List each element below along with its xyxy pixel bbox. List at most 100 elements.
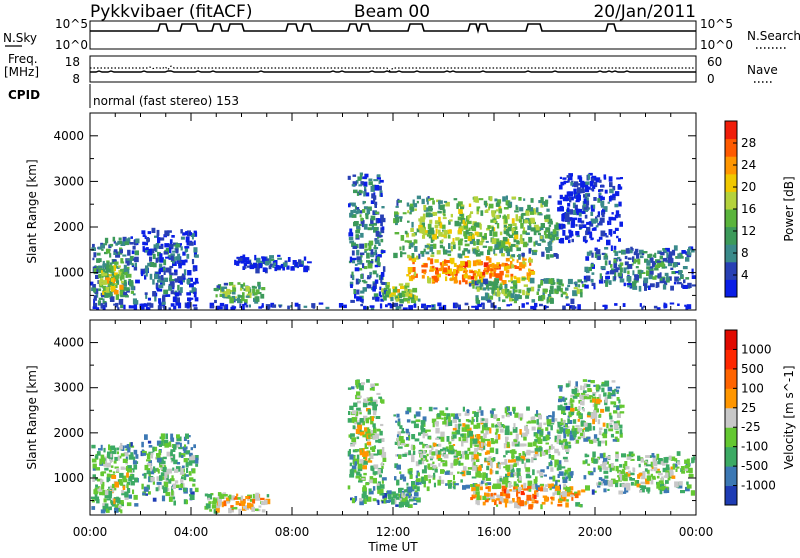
velocity-cell [518, 413, 524, 420]
power-cell [471, 305, 476, 308]
power-cell [194, 232, 198, 237]
velocity-cell [358, 498, 363, 502]
velocity-cell [590, 412, 595, 418]
power-cell [102, 264, 107, 268]
power-cell [542, 288, 547, 293]
velocity-cell [351, 386, 355, 390]
power-cell [425, 307, 428, 310]
power-cell [223, 282, 229, 286]
velocity-cell [611, 380, 616, 383]
power-cell [614, 203, 619, 208]
power-cell [148, 307, 151, 310]
power-cell [527, 276, 531, 282]
velocity-cell [613, 410, 618, 414]
power-cell [363, 266, 368, 270]
power-cell [604, 304, 607, 310]
nsky-panel-frame [89, 20, 697, 50]
velocity-cell [114, 481, 119, 488]
power-cell [565, 303, 570, 306]
velocity-cell [496, 418, 500, 422]
power-cell [222, 291, 227, 296]
velocity-cell [181, 476, 184, 480]
velocity-cell [446, 436, 450, 442]
power-cell [261, 303, 264, 307]
power-cell [499, 247, 503, 254]
velocity-cell [476, 440, 481, 444]
velocity-cell [583, 438, 589, 442]
velocity-cell [165, 491, 171, 497]
velocity-cell [156, 476, 160, 481]
velocity-cell [501, 485, 507, 492]
power-cell [377, 254, 382, 258]
velocity-cell [651, 466, 654, 470]
power-cell [165, 247, 170, 252]
power-cell [170, 290, 174, 295]
velocity-cell [351, 437, 357, 443]
power-colorbar-swatch [725, 121, 737, 140]
power-cell [573, 281, 578, 285]
velocity-cell [536, 470, 542, 474]
velocity-cell [522, 443, 527, 447]
velocity-cell [642, 471, 646, 477]
power-cell [564, 213, 570, 219]
velocity-cell [454, 451, 457, 456]
velocity-cell [523, 482, 527, 489]
velocity-cell [372, 498, 377, 502]
power-cell [587, 231, 593, 235]
power-cell [586, 200, 590, 206]
power-cell [549, 236, 552, 240]
power-cell [563, 180, 567, 185]
velocity-cell [535, 433, 539, 439]
power-cell [104, 251, 108, 255]
power-cell [169, 275, 173, 280]
power-cell [505, 287, 508, 294]
velocity-cell [579, 394, 583, 399]
velocity-cell [461, 427, 465, 432]
velocity-cell [692, 456, 696, 461]
power-cell [679, 256, 684, 259]
velocity-cell [155, 487, 159, 492]
velocity-cell [480, 442, 483, 447]
power-cell [474, 222, 480, 228]
velocity-cell [475, 484, 480, 487]
velocity-cell [473, 450, 476, 457]
power-cell [628, 280, 631, 284]
power-cell [457, 201, 463, 207]
velocity-cell [396, 434, 399, 438]
velocity-cell [565, 446, 570, 453]
velocity-cell [347, 418, 353, 423]
power-cell [529, 262, 532, 266]
power-cell [530, 219, 536, 224]
velocity-cell [98, 448, 103, 451]
power-cell [354, 267, 360, 272]
power-cell [449, 219, 453, 222]
power-cell [115, 242, 118, 246]
velocity-cell [380, 453, 384, 457]
velocity-cell [539, 483, 544, 487]
cpid-text: normal (fast stereo) 153 [93, 94, 239, 108]
velocity-cell [408, 498, 414, 502]
velocity-cell [567, 467, 571, 472]
power-cell [681, 250, 686, 254]
velocity-cell [117, 455, 120, 461]
velocity-cell [357, 424, 362, 430]
velocity-cell [578, 405, 581, 411]
power-cell [623, 267, 627, 274]
power-cell [552, 236, 556, 241]
velocity-cell [512, 427, 518, 433]
velocity-cell [397, 446, 403, 449]
velocity-colorbar-swatch [725, 368, 737, 389]
velocity-cell [521, 459, 524, 464]
velocity-cell [665, 472, 669, 478]
power-cell [410, 275, 415, 280]
power-cell [611, 212, 614, 215]
power-cell [566, 175, 571, 178]
power-cell [91, 287, 94, 292]
velocity-ytick-label: 3000 [53, 381, 84, 395]
power-cell [467, 275, 471, 280]
power-cell [366, 208, 371, 215]
power-cell [656, 260, 662, 263]
velocity-cell [675, 468, 678, 472]
power-cell [384, 293, 389, 298]
power-cell [525, 295, 530, 299]
